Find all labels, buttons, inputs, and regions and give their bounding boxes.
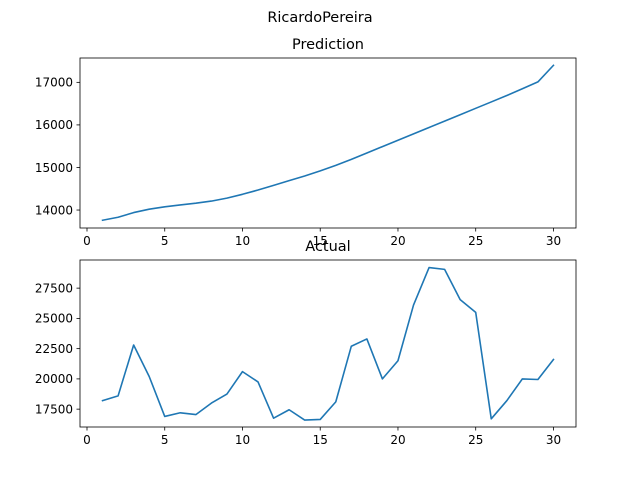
actual-y-tick-label: 20000 (35, 372, 73, 386)
prediction-subplot: Prediction 0 5 10 15 20 25 30 14000 15000 16000 17… (35, 37, 577, 248)
prediction-x-tick-label: 0 (83, 234, 91, 248)
actual-y-tick-label: 27500 (35, 281, 73, 295)
prediction-y-tick-label: 16000 (35, 118, 73, 132)
figure-suptitle: RicardoPereira (267, 10, 372, 26)
actual-title: Actual (305, 239, 350, 255)
actual-y-tick-label: 22500 (35, 342, 73, 356)
actual-y-tick-label: 25000 (35, 312, 73, 326)
prediction-x-tick-label: 25 (468, 234, 483, 248)
actual-x-tick-label: 25 (468, 433, 483, 447)
actual-x-tick-label: 15 (313, 433, 328, 447)
actual-x-tick-label: 20 (390, 433, 405, 447)
prediction-y-tick-label: 15000 (35, 161, 73, 175)
prediction-x-tick-label: 10 (235, 234, 250, 248)
prediction-title: Prediction (292, 37, 364, 53)
prediction-axes-frame (79, 57, 577, 229)
prediction-x-tick-label: 15 (313, 234, 328, 248)
actual-x-tick-label: 10 (235, 433, 250, 447)
actual-y-tick-label: 17500 (35, 402, 73, 416)
actual-subplot: Actual 0 5 10 15 20 25 30 17500 20000 22500 25000 2… (35, 239, 577, 447)
actual-axes-frame (79, 259, 577, 428)
actual-x-tick-label: 5 (161, 433, 169, 447)
actual-series-line (101, 266, 555, 421)
prediction-y-tick-label: 14000 (35, 203, 73, 217)
prediction-y-tick-label: 17000 (35, 76, 73, 90)
prediction-x-tick-label: 30 (546, 234, 561, 248)
prediction-x-tick-label: 5 (161, 234, 169, 248)
prediction-series-line (101, 64, 555, 222)
prediction-x-tick-label: 20 (390, 234, 405, 248)
actual-x-tick-label: 30 (546, 433, 561, 447)
actual-x-tick-label: 0 (83, 433, 91, 447)
